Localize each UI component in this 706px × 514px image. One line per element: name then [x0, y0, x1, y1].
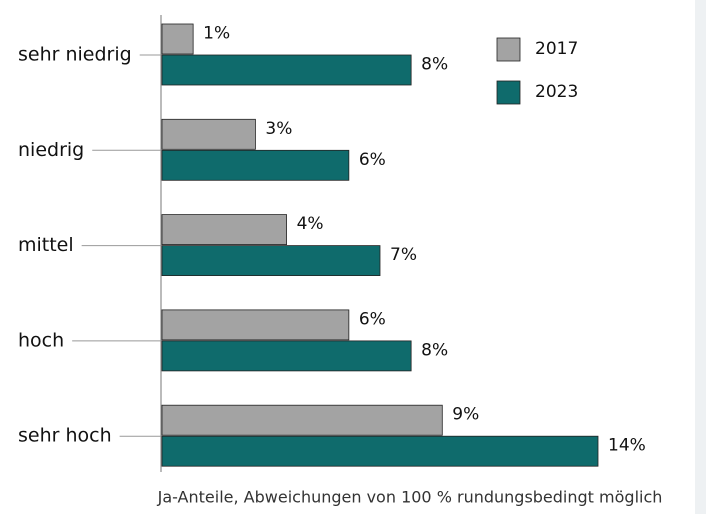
category-label: sehr hoch: [18, 425, 112, 447]
legend-label: 2017: [535, 39, 578, 59]
value-label: 14%: [608, 436, 646, 456]
value-label: 6%: [359, 309, 386, 329]
bar: [161, 149, 350, 181]
bar: [161, 309, 350, 341]
value-label: 4%: [297, 214, 324, 234]
bar: [161, 404, 443, 436]
bar: [161, 340, 412, 372]
value-label: 8%: [421, 55, 448, 75]
bar: [161, 118, 256, 150]
bar: [161, 54, 412, 86]
bar: [161, 435, 599, 467]
value-label: 7%: [390, 245, 417, 265]
bar: [161, 23, 194, 55]
bar: [161, 245, 381, 277]
legend-label: 2023: [535, 82, 578, 102]
value-label: 1%: [203, 24, 230, 44]
footnote: Ja-Anteile, Abweichungen von 100 % rundu…: [157, 488, 663, 507]
value-label: 3%: [265, 119, 292, 139]
category-label: mittel: [18, 234, 74, 256]
value-label: 8%: [421, 340, 448, 360]
category-label: niedrig: [18, 139, 84, 161]
value-label: 9%: [452, 405, 479, 425]
value-label: 6%: [359, 150, 386, 170]
category-label: sehr niedrig: [18, 44, 132, 66]
legend-swatch: [496, 37, 521, 62]
side-strip: [695, 0, 706, 514]
category-label: hoch: [18, 329, 64, 351]
legend-swatch: [496, 80, 521, 105]
bar: [161, 214, 287, 246]
